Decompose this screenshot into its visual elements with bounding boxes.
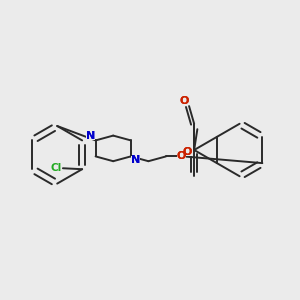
- Text: N: N: [86, 131, 95, 141]
- Bar: [180, 97, 189, 105]
- Text: N: N: [86, 131, 95, 141]
- Text: O: O: [179, 96, 189, 106]
- Text: O: O: [176, 151, 186, 161]
- Bar: [86, 132, 95, 140]
- Text: N: N: [131, 155, 140, 165]
- Text: O: O: [176, 151, 186, 161]
- Bar: [183, 148, 192, 156]
- Bar: [131, 156, 140, 164]
- Text: Cl: Cl: [51, 163, 62, 172]
- Bar: [177, 152, 185, 160]
- Text: O: O: [182, 147, 192, 157]
- Text: O: O: [179, 96, 189, 106]
- Text: N: N: [131, 155, 140, 165]
- Text: O: O: [182, 147, 192, 157]
